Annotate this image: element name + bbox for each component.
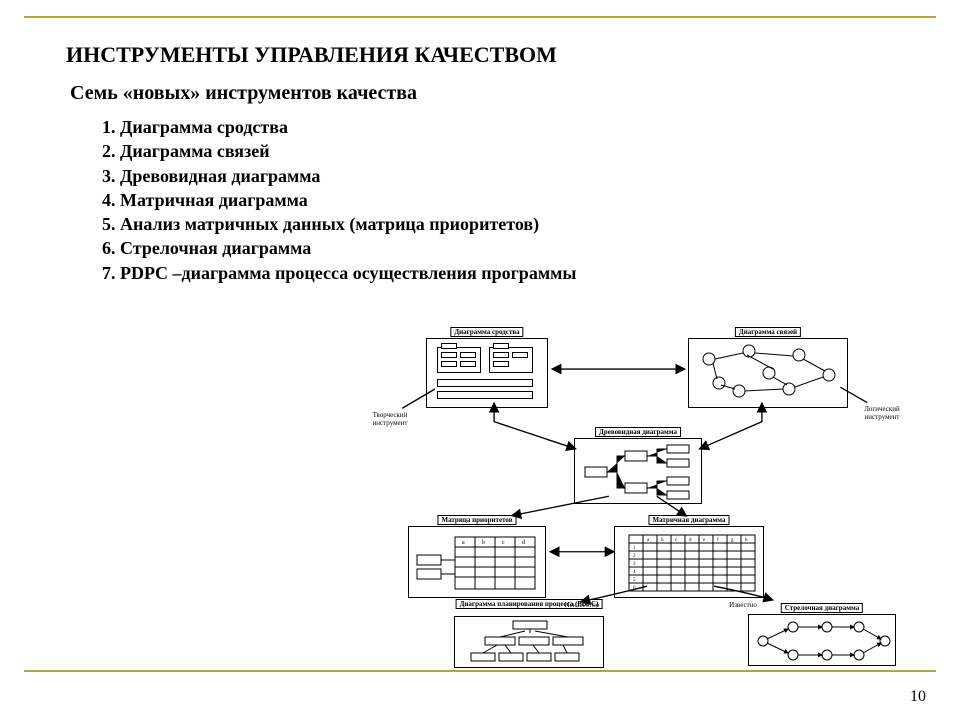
slide-title: ИНСТРУМЕНТЫ УПРАВЛЕНИЯ КАЧЕСТВОМ — [66, 42, 912, 68]
box-pdpc: Диаграмма планирования процесса (PDPC) — [454, 616, 604, 668]
svg-text:c: c — [675, 538, 678, 543]
pdpc-icon — [455, 617, 605, 669]
svg-text:a: a — [647, 538, 650, 543]
relations-graph-icon — [689, 339, 849, 409]
svg-text:d: d — [689, 538, 692, 543]
list-item: Древовидная диаграмма — [120, 164, 912, 188]
svg-text:b: b — [661, 538, 664, 543]
slide-subtitle: Семь «новых» инструментов качества — [70, 82, 912, 105]
svg-text:d: d — [522, 540, 525, 546]
svg-text:3: 3 — [633, 562, 636, 567]
label-tree: Древовидная диаграмма — [595, 427, 681, 437]
caption-unknown: Неизвестно — [552, 602, 612, 610]
page-number: 10 — [910, 688, 926, 706]
slide-frame: ИНСТРУМЕНТЫ УПРАВЛЕНИЯ КАЧЕСТВОМ Семь «н… — [24, 16, 936, 672]
list-item: Анализ матричных данных (матрица приорит… — [120, 212, 912, 236]
seven-tools-diagram: Диаграмма сродства Диаграмма связей — [348, 326, 908, 656]
label-arrow: Стрелочная диаграмма — [781, 603, 863, 613]
label-relations: Диаграмма связей — [735, 327, 801, 337]
box-matrix: Матричная диаграмма abcd efgh 123 456 — [614, 526, 764, 598]
svg-text:1: 1 — [633, 546, 636, 551]
svg-text:4: 4 — [633, 570, 636, 575]
box-priorities: Матрица приоритетов abcd — [408, 526, 546, 598]
svg-text:a: a — [462, 540, 465, 546]
label-priorities: Матрица приоритетов — [437, 515, 516, 525]
caption-creative: Творческий инструмент — [362, 412, 418, 427]
caption-known: Известно — [718, 602, 768, 610]
box-tree: Древовидная диаграмма — [574, 438, 702, 504]
svg-text:5: 5 — [633, 578, 636, 583]
tools-list: Диаграмма сродства Диаграмма связей Древ… — [120, 115, 912, 285]
list-item: Диаграмма связей — [120, 139, 912, 163]
svg-text:c: c — [502, 540, 505, 546]
tree-icon — [575, 439, 703, 505]
box-relations: Диаграмма связей — [688, 338, 848, 408]
caption-logical: Логический инструмент — [854, 406, 910, 421]
svg-text:6: 6 — [633, 586, 636, 591]
arrow-diagram-icon — [749, 615, 897, 667]
svg-text:g: g — [731, 538, 734, 543]
svg-text:b: b — [482, 540, 485, 546]
list-item: Диаграмма сродства — [120, 115, 912, 139]
label-matrix: Матричная диаграмма — [648, 515, 729, 525]
list-item: PDPC –диаграмма процесса осуществления п… — [120, 261, 912, 285]
priorities-icon: a b c d — [409, 527, 547, 599]
box-affinity: Диаграмма сродства — [426, 338, 548, 408]
matrix-icon: a b c d e f g h 1 2 3 4 5 6 — [615, 527, 765, 599]
list-item: Стрелочная диаграмма — [120, 236, 912, 260]
svg-text:e: e — [703, 538, 706, 543]
svg-text:f: f — [717, 538, 719, 543]
box-arrow: Стрелочная диаграмма — [748, 614, 896, 666]
svg-text:h: h — [745, 538, 748, 543]
svg-text:2: 2 — [633, 554, 636, 559]
list-item: Матричная диаграмма — [120, 188, 912, 212]
label-affinity: Диаграмма сродства — [450, 327, 523, 337]
